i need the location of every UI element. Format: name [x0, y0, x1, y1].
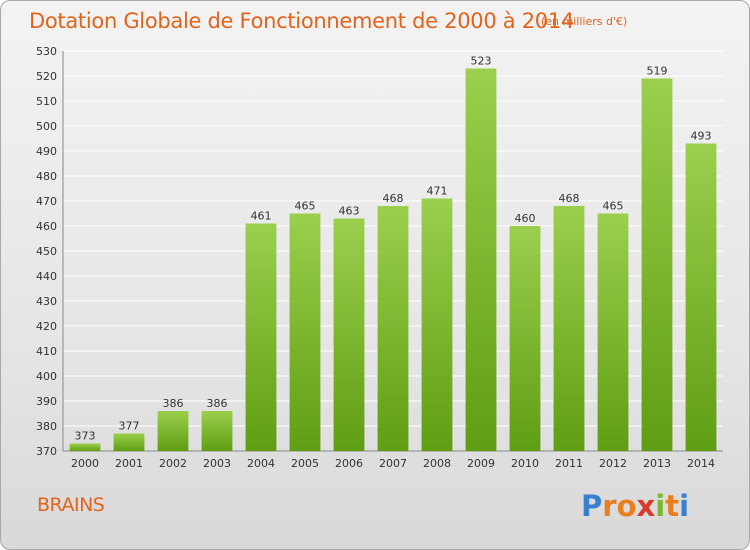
logo-letter: o: [616, 489, 637, 523]
x-tick-label: 2009: [467, 457, 495, 470]
x-tick-label: 2002: [159, 457, 187, 470]
data-label: 463: [339, 205, 360, 218]
y-tick-label: 420: [36, 320, 57, 333]
data-label: 471: [427, 185, 448, 198]
chart-unit: (en milliers d'€): [541, 15, 628, 28]
x-tick-label: 2004: [247, 457, 275, 470]
x-tick-label: 2014: [687, 457, 715, 470]
axes: 370 380 390 400 410 420 430 440 450 460 470 480 490 5…: [36, 45, 723, 470]
chart-title: Dotation Globale de Fonctionnement de 20…: [29, 9, 574, 33]
x-tick-label: 2011: [555, 457, 583, 470]
bar-2013: [641, 78, 673, 451]
data-label: 373: [75, 430, 96, 443]
y-tick-label: 460: [36, 220, 57, 233]
bar-2008: [421, 198, 453, 451]
bar-2010: [509, 226, 541, 451]
data-label: 493: [691, 130, 712, 143]
data-label: 519: [647, 65, 668, 78]
y-tick-label: 440: [36, 270, 57, 283]
data-label: 468: [559, 192, 580, 205]
y-tick-label: 470: [36, 195, 57, 208]
bar-2000: [69, 443, 101, 451]
y-tick-label: 450: [36, 245, 57, 258]
y-tick-label: 490: [36, 145, 57, 158]
bar-2005: [289, 213, 321, 451]
logo-letter: t: [665, 489, 680, 523]
bars: [69, 68, 717, 451]
data-label: 377: [119, 420, 140, 433]
bar-2014: [685, 143, 717, 451]
x-tick-label: 2010: [511, 457, 539, 470]
x-tick-label: 2001: [115, 457, 143, 470]
proxiti-logo: Proxiti: [581, 489, 689, 523]
bar-2007: [377, 206, 409, 451]
data-label: 468: [383, 192, 404, 205]
x-tick-label: 2007: [379, 457, 407, 470]
x-tick-label: 2008: [423, 457, 451, 470]
y-tick-label: 390: [36, 395, 57, 408]
bar-2012: [597, 213, 629, 451]
y-tick-label: 510: [36, 95, 57, 108]
logo-letter: r: [602, 489, 617, 523]
bar-2003: [201, 411, 233, 451]
bar-2004: [245, 223, 277, 451]
y-tick-label: 410: [36, 345, 57, 358]
y-tick-label: 480: [36, 170, 57, 183]
y-tick-label: 380: [36, 420, 57, 433]
x-tick-label: 2013: [643, 457, 671, 470]
data-label: 465: [603, 200, 624, 213]
bar-2006: [333, 218, 365, 451]
y-tick-label: 400: [36, 370, 57, 383]
x-tick-label: 2003: [203, 457, 231, 470]
data-label: 523: [471, 55, 492, 68]
y-tick-label: 500: [36, 120, 57, 133]
data-labels: 373 377 386 386 461 465 463 468 471 523 460 468 465 5…: [75, 55, 712, 443]
x-tick-label: 2006: [335, 457, 363, 470]
x-tick-label: 2012: [599, 457, 627, 470]
x-tick-label: 2000: [71, 457, 99, 470]
data-label: 461: [251, 210, 272, 223]
logo-letter: i: [655, 489, 666, 523]
y-tick-label: 530: [36, 45, 57, 58]
data-label: 386: [163, 397, 184, 410]
x-tick-label: 2005: [291, 457, 319, 470]
bar-2009: [465, 68, 497, 451]
data-label: 465: [295, 200, 316, 213]
logo-letter: P: [581, 489, 603, 523]
logo-letter: x: [636, 489, 656, 523]
logo-letter: i: [679, 489, 690, 523]
bar-2011: [553, 206, 585, 451]
data-label: 386: [207, 397, 228, 410]
y-tick-label: 430: [36, 295, 57, 308]
y-tick-label: 520: [36, 70, 57, 83]
commune-name: BRAINS: [37, 494, 105, 516]
data-label: 460: [515, 212, 536, 225]
bar-2002: [157, 411, 189, 451]
bar-2001: [113, 433, 145, 451]
y-tick-label: 370: [36, 445, 57, 458]
